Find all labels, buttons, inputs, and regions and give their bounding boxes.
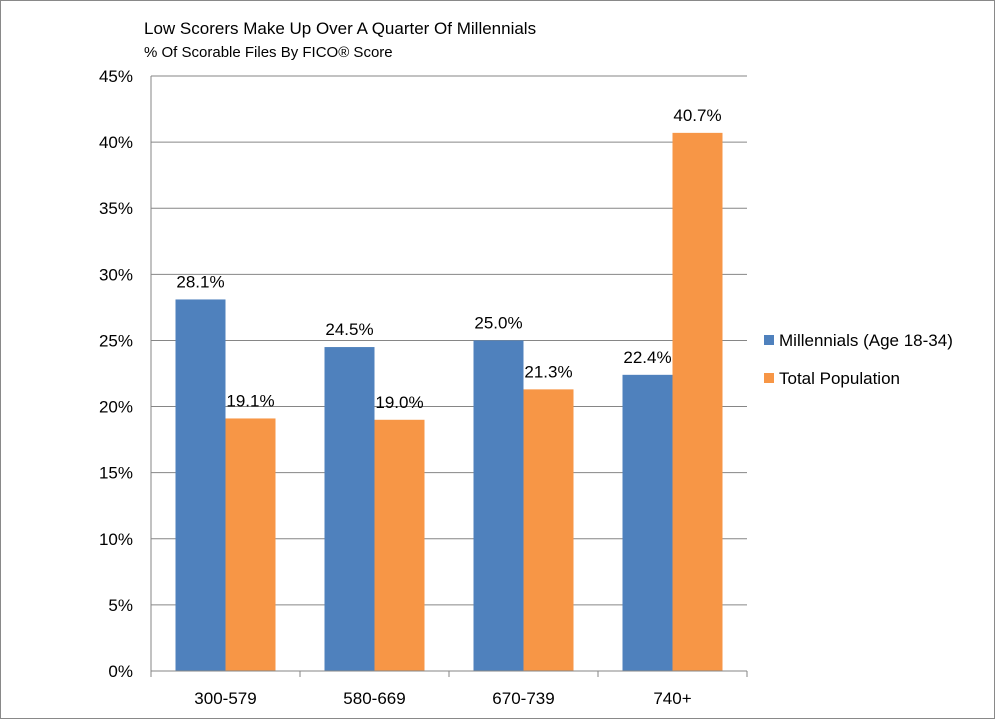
y-tick-label: 30% (99, 265, 133, 284)
bar (523, 389, 574, 671)
bar (672, 132, 723, 671)
axes: 0% 5% 10% 15% 20% 25% 30% 35% 40% 45% 300-579 580-6… (99, 67, 748, 708)
bar (324, 347, 375, 671)
y-tick-label: 15% (99, 464, 133, 483)
y-tick-label: 0% (108, 662, 133, 681)
data-label: 24.5% (325, 320, 373, 339)
data-labels: 28.1% 24.5% 25.0% 22.4% 19.1% 19.0% 21.3% 40.7% (176, 106, 721, 412)
data-label: 21.3% (524, 362, 572, 381)
bar (473, 340, 524, 671)
data-label: 19.0% (375, 393, 423, 412)
bar (622, 374, 673, 671)
x-tick-label: 670-739 (492, 689, 554, 708)
y-tick-label: 5% (108, 596, 133, 615)
y-tick-label: 35% (99, 199, 133, 218)
y-tick-label: 25% (99, 331, 133, 350)
bar (175, 299, 226, 671)
x-tick-label: 300-579 (194, 689, 256, 708)
bar (225, 418, 276, 671)
data-label: 22.4% (623, 348, 671, 367)
data-label: 40.7% (673, 106, 721, 125)
y-tick-label: 40% (99, 133, 133, 152)
chart-title: Low Scorers Make Up Over A Quarter Of Mi… (144, 19, 537, 38)
x-tick-label: 580-669 (343, 689, 405, 708)
legend-swatch (764, 335, 774, 345)
chart-subtitle: % Of Scorable Files By FICO® Score (144, 44, 393, 61)
data-label: 19.1% (226, 391, 274, 410)
data-label: 25.0% (474, 313, 522, 332)
legend: Millennials (Age 18-34) Total Population (764, 331, 953, 388)
y-tick-label: 10% (99, 530, 133, 549)
legend-label: Total Population (779, 369, 900, 388)
y-tick-label: 45% (99, 67, 133, 86)
bar (374, 419, 425, 671)
legend-swatch (764, 373, 774, 383)
bars (175, 132, 723, 671)
x-tick-label: 740+ (653, 689, 691, 708)
data-label: 28.1% (176, 272, 224, 291)
legend-label: Millennials (Age 18-34) (779, 331, 953, 350)
y-tick-label: 20% (99, 398, 133, 417)
